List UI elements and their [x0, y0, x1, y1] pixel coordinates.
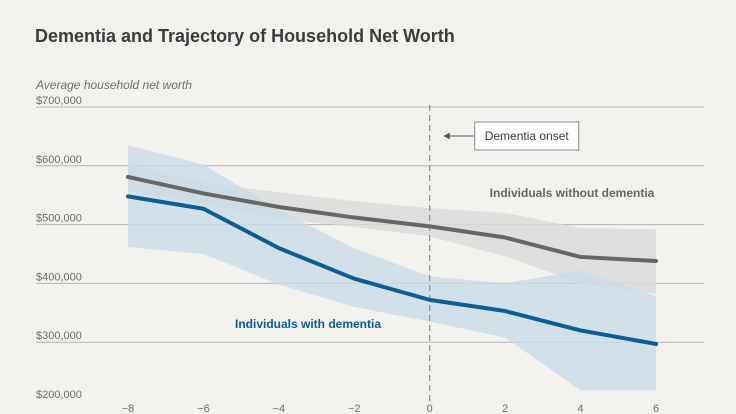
series-label: Individuals with dementia	[235, 317, 381, 331]
arrow-head	[443, 132, 450, 140]
series-line	[126, 174, 658, 264]
annotation-text: Dementia onset	[485, 129, 570, 143]
x-tick-label: 4	[578, 403, 584, 414]
chart-title: Dementia and Trajectory of Household Net…	[35, 26, 455, 46]
x-tick-label: −6	[197, 403, 210, 414]
annotation-box	[474, 121, 580, 151]
y-tick-label: $500,000	[36, 213, 82, 225]
x-tick-label: −2	[348, 403, 361, 414]
y-tick-label: $600,000	[36, 154, 82, 166]
y-tick-label: $200,000	[36, 389, 82, 401]
x-tick-label: 0	[427, 403, 433, 414]
x-tick-label: −8	[122, 403, 135, 414]
confidence-band	[128, 164, 656, 294]
series-line	[126, 194, 658, 346]
confidence-band	[128, 145, 656, 391]
y-tick-label: $400,000	[36, 271, 82, 283]
x-tick-label: −4	[273, 403, 286, 414]
x-tick-label: 2	[502, 403, 508, 414]
y-axis-label: Average household net worth	[36, 78, 192, 92]
y-tick-label: $300,000	[36, 330, 82, 342]
y-tick-label: $700,000	[36, 95, 82, 107]
x-tick-label: 6	[653, 403, 659, 414]
series-label: Individuals without dementia	[490, 186, 655, 200]
